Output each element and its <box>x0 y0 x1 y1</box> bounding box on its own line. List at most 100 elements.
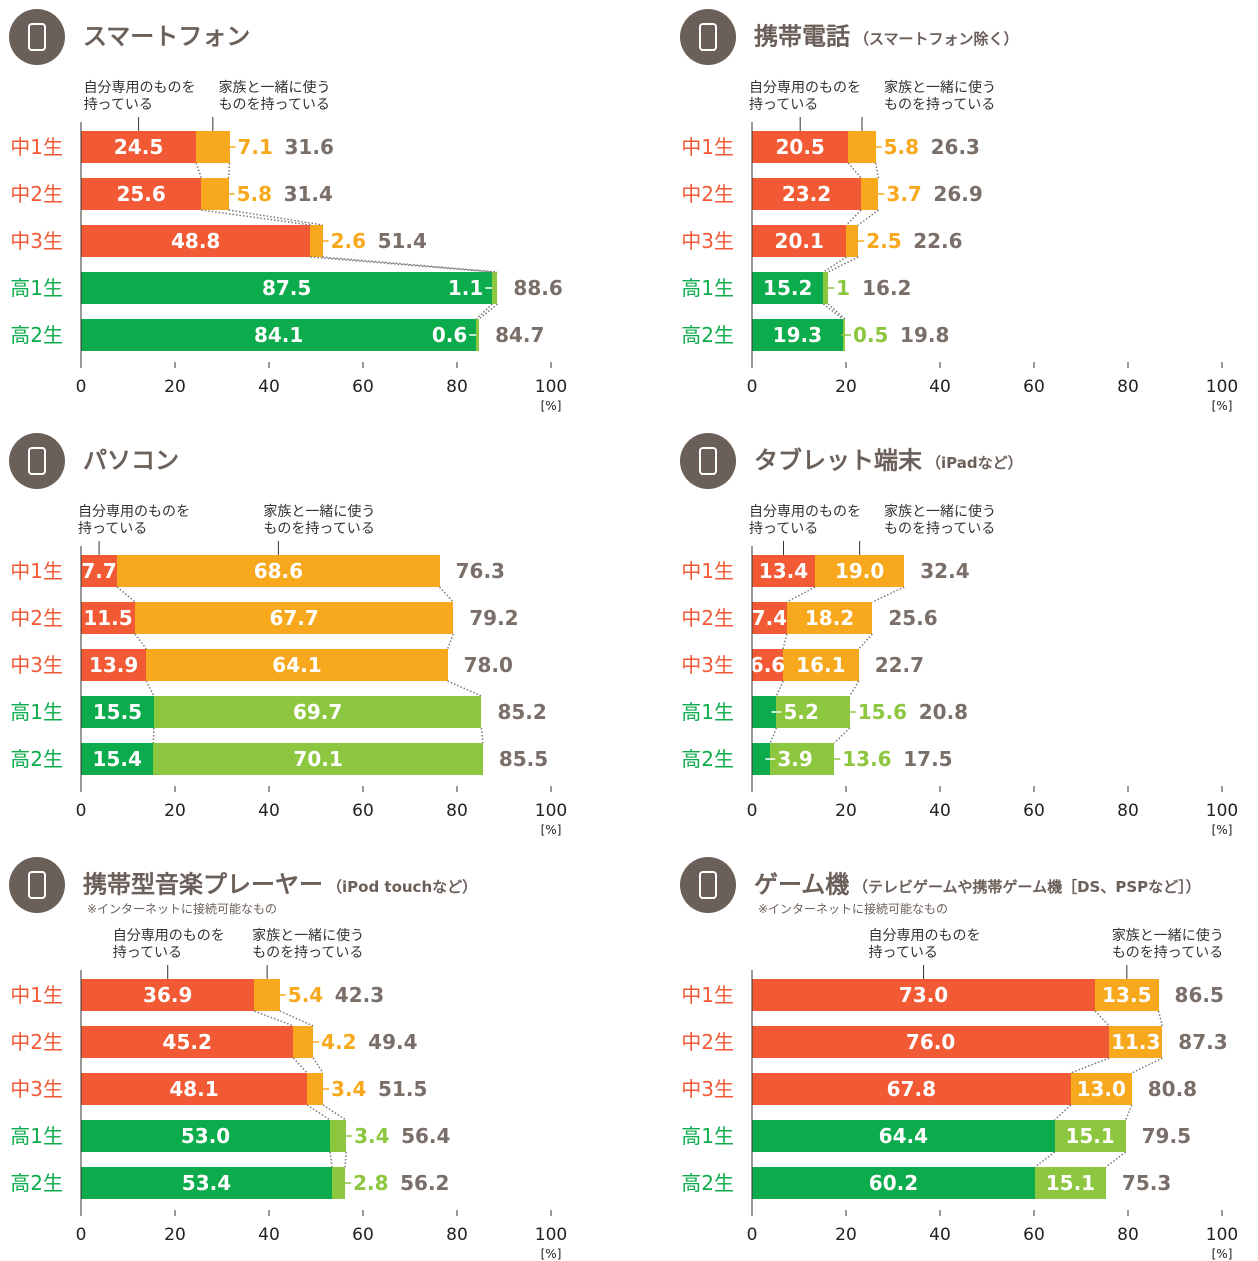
x-tick-label: 40 <box>258 376 280 397</box>
value-label: 70.1 <box>293 747 343 771</box>
total-label: 22.6 <box>913 229 963 253</box>
connector <box>857 209 879 226</box>
connector <box>475 303 493 320</box>
legend-label: 自分専用のものを 持っている <box>78 504 190 537</box>
category-label: 中2生 <box>10 1030 63 1054</box>
total-label: 20.8 <box>918 700 969 724</box>
x-tick-label: 0 <box>75 376 87 397</box>
x-tick-label: 20 <box>835 800 857 821</box>
value-label: 2.5 <box>866 229 902 253</box>
connector <box>849 680 860 697</box>
category-label: 中3生 <box>10 1077 63 1101</box>
total-label: 76.3 <box>455 559 505 583</box>
value-label: 20.1 <box>774 229 824 253</box>
total-label: 31.4 <box>283 182 333 206</box>
chart-subtitle: （スマートフォン除く） <box>854 30 1019 48</box>
bar-segment <box>201 178 229 210</box>
value-label: 15.1 <box>1065 1124 1115 1148</box>
x-tick-label: 100 <box>534 800 568 821</box>
category-label: 高1生 <box>681 1124 734 1148</box>
bar-segment <box>752 225 847 257</box>
category-label: 中3生 <box>681 653 734 677</box>
chart-subtitle: （iPod touchなど） <box>327 878 478 896</box>
connector <box>145 680 155 697</box>
connector <box>201 209 311 226</box>
value-label: 84.1 <box>253 323 304 347</box>
value-label: 64.4 <box>878 1124 929 1148</box>
total-label: 51.4 <box>377 229 427 253</box>
category-label: 中3生 <box>10 653 63 677</box>
bar-segment <box>81 272 493 304</box>
connector <box>329 1151 333 1168</box>
category-label: 高1生 <box>10 700 63 724</box>
bar-segment <box>752 1026 1110 1058</box>
total-label: 42.3 <box>334 983 385 1007</box>
total-label: 78.0 <box>463 653 513 677</box>
value-label: 48.8 <box>170 229 221 253</box>
x-tick-label: 40 <box>929 800 951 821</box>
value-label: 7.1 <box>237 135 273 159</box>
bar-segment <box>81 1073 308 1105</box>
connector <box>858 633 873 650</box>
bar-segment <box>81 1026 294 1058</box>
value-label: 7.7 <box>81 559 117 583</box>
category-label: 高2生 <box>681 747 734 771</box>
chart-subtitle: （iPadなど） <box>926 454 1023 472</box>
x-tick-label: 60 <box>1023 800 1045 821</box>
category-label: 高2生 <box>10 1171 63 1195</box>
value-label: 6.6 <box>749 653 786 677</box>
total-label: 17.5 <box>903 747 953 771</box>
bar-segment <box>752 602 787 634</box>
bar-segment <box>861 178 879 210</box>
value-label: 19.3 <box>772 323 823 347</box>
value-label: 53.0 <box>180 1124 231 1148</box>
x-tick-label: 40 <box>258 800 280 821</box>
value-label: 15.5 <box>92 700 143 724</box>
total-label: 26.9 <box>933 182 983 206</box>
icon <box>680 433 736 489</box>
x-tick-label: 80 <box>446 376 468 397</box>
value-label: 3.9 <box>777 747 813 771</box>
category-label: 中2生 <box>681 606 734 630</box>
connector <box>827 256 859 273</box>
bar-segment <box>752 1073 1071 1105</box>
x-tick-label: 0 <box>746 1224 758 1245</box>
unit-label: [%] <box>1211 398 1233 413</box>
bar-segment <box>752 272 824 304</box>
x-tick-label: 0 <box>746 800 758 821</box>
total-label: 56.2 <box>400 1171 450 1195</box>
x-tick-label: 100 <box>534 376 568 397</box>
x-tick-label: 80 <box>1117 800 1139 821</box>
bar-segment <box>153 743 483 775</box>
x-tick-label: 20 <box>164 800 186 821</box>
bar-segment <box>1070 1073 1132 1105</box>
total-label: 49.4 <box>368 1030 418 1054</box>
bar-segment <box>848 131 876 163</box>
value-label: 67.7 <box>269 606 319 630</box>
legend-label: 自分専用のものを 持っている <box>749 504 861 537</box>
total-label: 56.4 <box>401 1124 451 1148</box>
value-label: 87.5 <box>261 276 312 300</box>
legend-label: 自分専用のものを 持っている <box>112 928 225 961</box>
category-label: 中3生 <box>10 229 63 253</box>
icon-glyph <box>28 23 46 51</box>
legend-label: 自分専用のものを 持っている <box>868 928 981 961</box>
bar-segment <box>752 178 862 210</box>
value-label: 18.2 <box>804 606 855 630</box>
connector <box>279 1010 314 1027</box>
connector <box>439 586 454 603</box>
connector <box>872 586 905 603</box>
category-label: 高1生 <box>10 1124 63 1148</box>
value-label: 16.1 <box>796 653 846 677</box>
category-label: 中1生 <box>10 983 63 1007</box>
value-label: 4.2 <box>321 1030 357 1054</box>
value-label: 53.4 <box>181 1171 232 1195</box>
connector <box>1070 1057 1110 1074</box>
x-tick-label: 60 <box>352 800 374 821</box>
bar-segment <box>81 1167 332 1199</box>
bar-segment <box>752 555 815 587</box>
bar-segment <box>776 696 850 728</box>
value-label: 13.5 <box>1102 983 1152 1007</box>
total-label: 32.4 <box>920 559 970 583</box>
total-label: 75.3 <box>1121 1171 1172 1195</box>
